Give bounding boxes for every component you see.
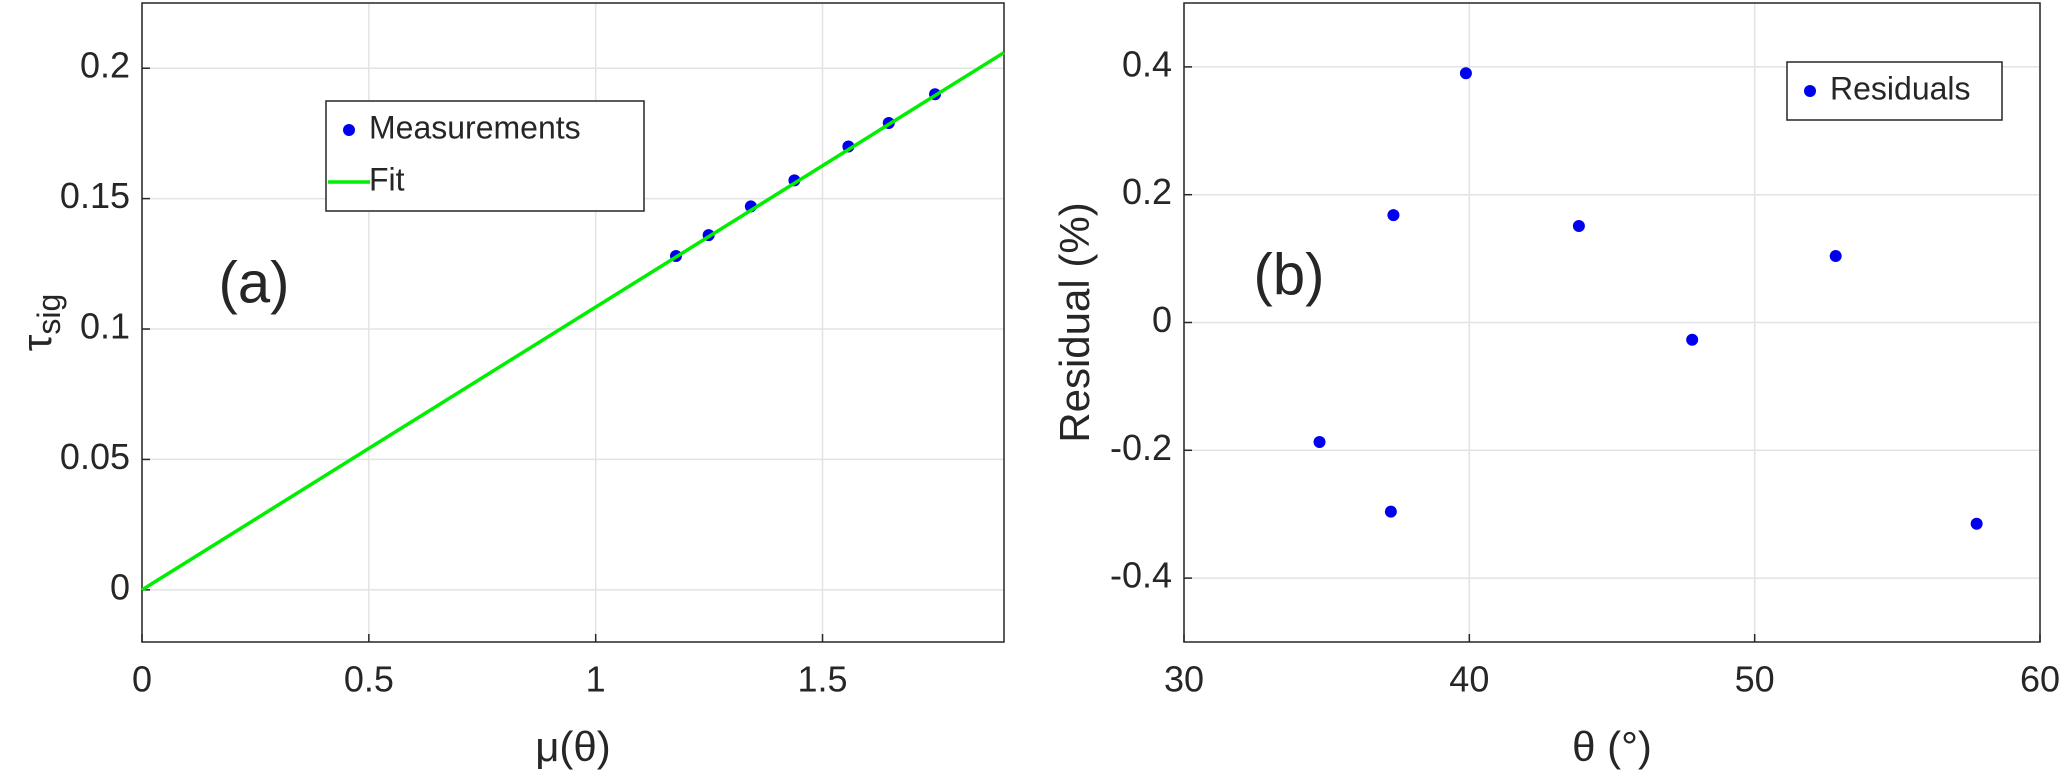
data-point	[1686, 333, 1699, 346]
x-tick-label: 50	[1735, 659, 1775, 700]
x-tick-label: 0.5	[344, 659, 394, 700]
y-axis-label-main: τ	[13, 334, 60, 351]
data-point	[1459, 67, 1472, 80]
y-tick-label: 0	[110, 566, 130, 607]
x-axis-label: μ(θ)	[535, 723, 611, 770]
x-tick-label: 0	[132, 659, 152, 700]
legend-box	[325, 100, 645, 212]
y-tick-label: 0.2	[80, 45, 130, 86]
y-tick-label: 0.4	[1122, 43, 1172, 84]
data-point	[1313, 435, 1326, 448]
chart-panel: 0 0.5 1 1.5 0 0.05 0.1 0.15 0.2 μ(θ) τsig (a) Measur…	[13, 2, 1005, 770]
y-tick-label: -0.2	[1110, 427, 1172, 468]
x-tick-label: 1.5	[798, 659, 848, 700]
x-tick-label: 30	[1164, 659, 1204, 700]
y-axis-label-subscript: sig	[31, 294, 67, 335]
data-point	[1829, 250, 1842, 263]
y-tick-label: 0.2	[1122, 171, 1172, 212]
y-axis-label-main: Residual (%)	[1051, 202, 1098, 442]
axes-box	[141, 2, 1005, 643]
data-point	[1970, 517, 1983, 530]
y-tick-label: -0.4	[1110, 555, 1172, 596]
y-axis-label: τsig	[13, 294, 67, 352]
data-point	[1572, 220, 1585, 233]
y-axis-label: Residual (%)	[1051, 202, 1098, 442]
y-tick-label: 0.05	[60, 436, 130, 477]
y-tick-label: 0	[1152, 299, 1172, 340]
legend-label: Fit	[369, 161, 405, 197]
x-tick-label: 40	[1449, 659, 1489, 700]
panel-annotation: (b)	[1254, 242, 1325, 307]
legend-label: Measurements	[369, 109, 581, 145]
x-axis-label: θ (°)	[1572, 723, 1652, 770]
legend-swatch	[343, 124, 355, 136]
data-point	[1387, 209, 1400, 222]
panel-annotation: (a)	[219, 250, 290, 315]
data-point	[1384, 505, 1397, 518]
legend-swatch	[1804, 85, 1816, 97]
fit-line	[141, 51, 1005, 592]
chart-panel: 30 40 50 60 -0.4 -0.2 0 0.2 0.4 θ (°) Residual (%)…	[1051, 2, 2060, 770]
y-tick-label: 0.1	[80, 306, 130, 347]
axes-box	[1183, 2, 2041, 643]
y-tick-label: 0.15	[60, 175, 130, 216]
legend-label: Residuals	[1830, 70, 1971, 106]
legend-box	[1786, 61, 2003, 121]
x-tick-label: 1	[586, 659, 606, 700]
x-tick-label: 60	[2020, 659, 2060, 700]
